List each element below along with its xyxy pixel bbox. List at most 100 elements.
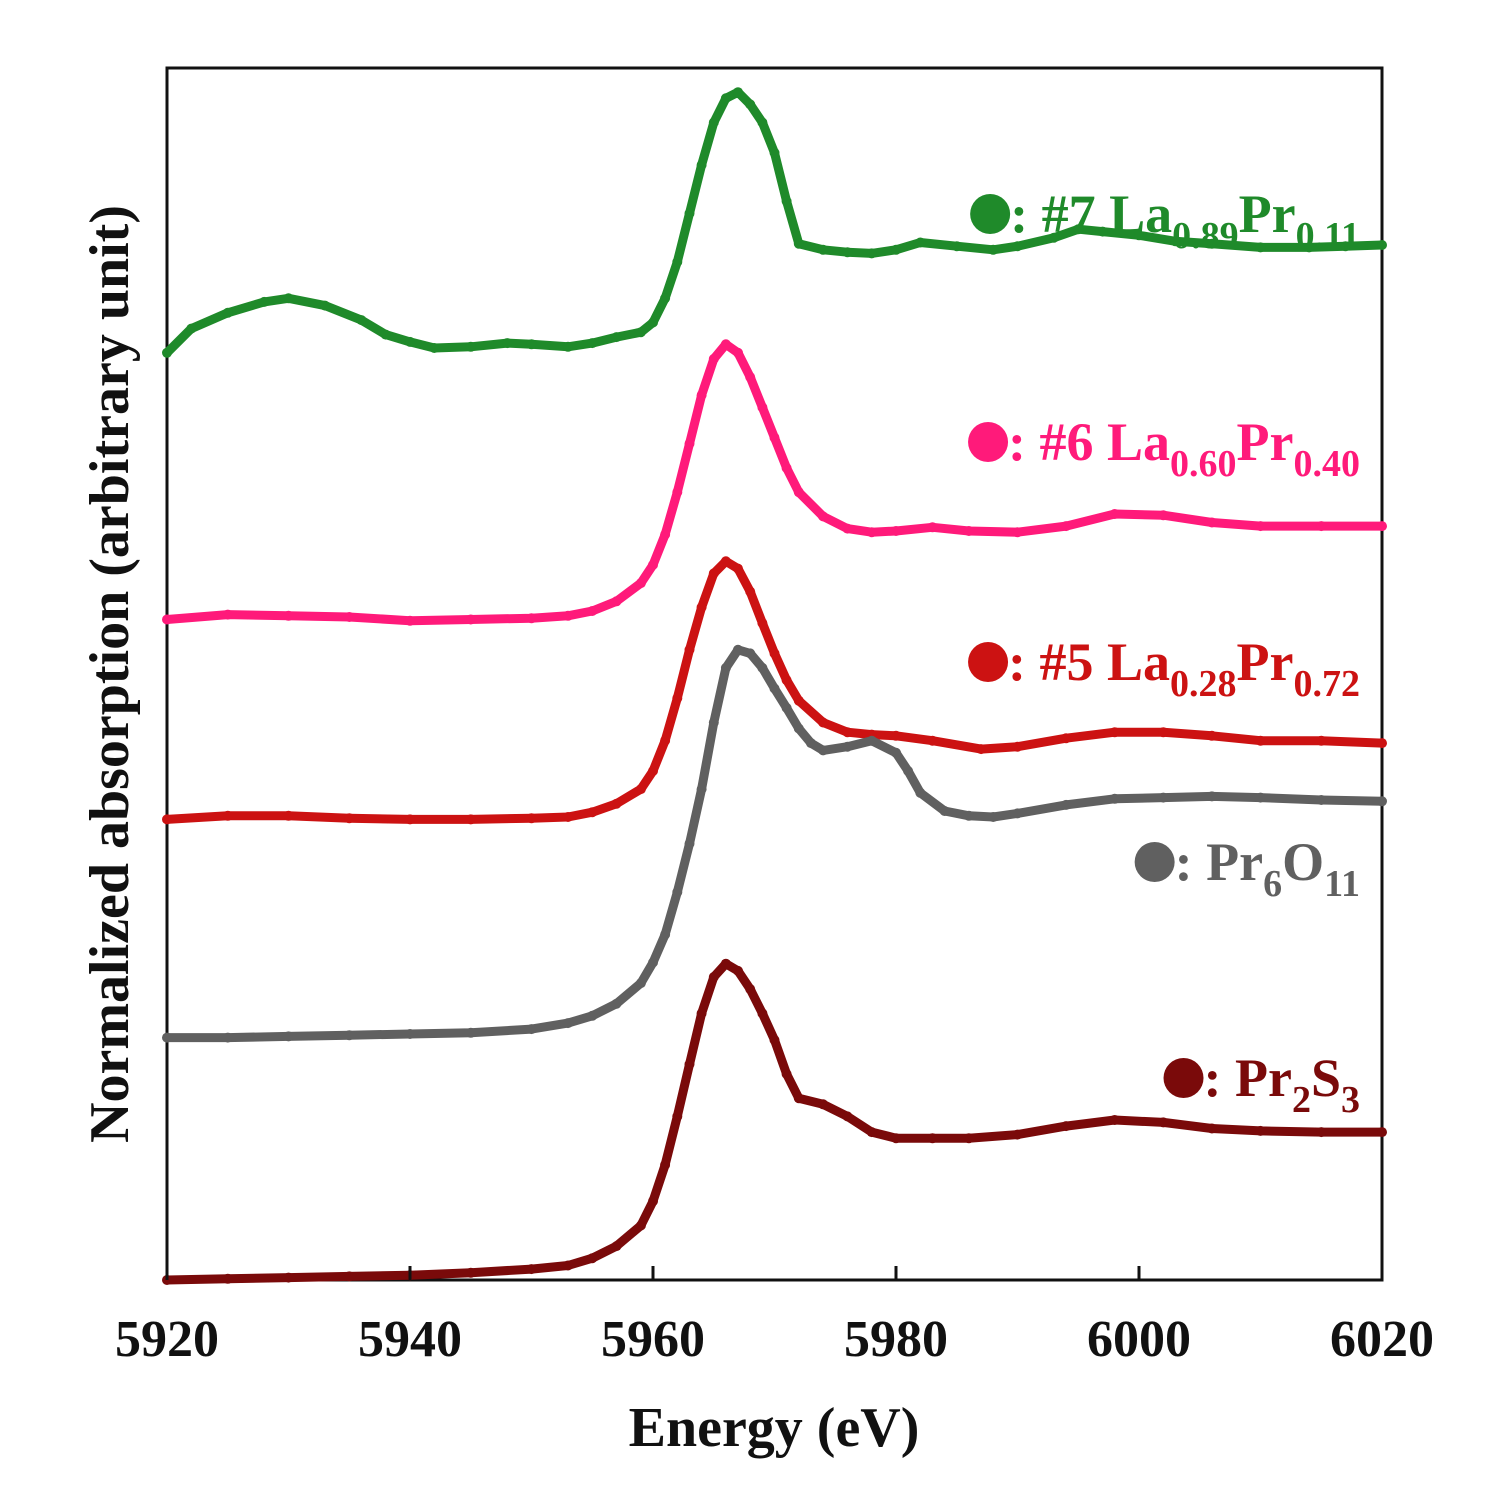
data-point <box>891 526 901 536</box>
data-point <box>891 730 901 741</box>
data-point <box>465 814 476 825</box>
data-point <box>720 339 731 350</box>
data-point <box>380 329 391 340</box>
data-point <box>1255 242 1266 253</box>
data-point <box>635 1220 646 1231</box>
data-point <box>162 814 172 825</box>
data-point <box>1073 224 1084 235</box>
data-point <box>915 237 926 248</box>
legend-subscript: 0.11 <box>1296 215 1360 257</box>
x-axis-title: Energy (eV) <box>629 1397 920 1459</box>
data-point <box>891 747 901 758</box>
data-point <box>745 372 756 383</box>
data-point <box>1377 738 1387 749</box>
data-point <box>283 1272 294 1283</box>
data-point <box>587 338 598 349</box>
x-tick-label: 5920 <box>115 1311 219 1368</box>
data-point <box>1012 241 1023 252</box>
data-point <box>866 1127 877 1138</box>
series-5 <box>162 958 1387 1285</box>
data-point <box>635 578 646 589</box>
data-point <box>635 327 646 338</box>
series-1 <box>162 87 1387 358</box>
data-point <box>344 612 355 622</box>
legend-subscript: 3 <box>1341 1079 1360 1121</box>
data-point <box>1377 796 1387 807</box>
legend-text-part: : Pr <box>1204 1048 1292 1108</box>
data-point <box>927 735 938 746</box>
data-point <box>162 614 172 625</box>
plot-frame <box>165 66 1384 1282</box>
data-point <box>526 613 537 624</box>
x-tick-label: 5960 <box>601 1311 705 1368</box>
data-point <box>866 248 877 259</box>
data-point <box>806 738 816 749</box>
legend-label: : Pr6O11 <box>1175 832 1360 905</box>
data-point <box>344 813 355 824</box>
series-line <box>162 959 1387 1285</box>
data-point <box>648 957 658 968</box>
x-tick-label: 5940 <box>358 1311 462 1368</box>
data-point <box>757 1008 768 1019</box>
data-point <box>842 727 853 738</box>
data-point <box>1316 735 1327 746</box>
data-point <box>635 978 646 989</box>
data-point <box>563 1018 573 1029</box>
data-point <box>842 247 853 258</box>
data-point <box>1061 799 1072 810</box>
data-point <box>1012 527 1023 538</box>
data-point <box>1255 521 1266 532</box>
data-point <box>587 606 598 616</box>
data-point <box>769 147 780 158</box>
data-point <box>818 244 829 255</box>
data-point <box>1061 733 1072 744</box>
data-point <box>891 1133 901 1144</box>
data-point <box>1158 1117 1169 1128</box>
legend-marker <box>968 642 1009 682</box>
data-point <box>696 390 707 401</box>
data-point <box>842 1111 853 1122</box>
data-point <box>1206 791 1217 802</box>
data-point <box>720 93 731 104</box>
legend-subscript: 0.28 <box>1170 663 1237 705</box>
data-point <box>781 196 792 207</box>
data-point <box>684 1059 695 1070</box>
data-point <box>648 1196 658 1207</box>
data-point <box>733 563 743 574</box>
data-point <box>222 1273 233 1284</box>
data-point <box>793 1093 804 1104</box>
data-point <box>842 741 853 752</box>
legend-label: : #6 La0.60Pr0.40 <box>1008 412 1360 485</box>
data-point <box>708 717 719 728</box>
legend-text-part: : #7 La <box>1010 184 1172 244</box>
data-point <box>502 338 513 349</box>
legend-subscript: 0.60 <box>1170 443 1237 485</box>
data-point <box>842 523 853 534</box>
data-point <box>720 958 731 969</box>
data-point <box>648 766 658 776</box>
data-point <box>757 402 768 413</box>
data-point <box>757 117 768 128</box>
data-point <box>781 463 792 473</box>
data-point <box>356 315 367 326</box>
legend-text-part: : #5 La <box>1008 632 1170 692</box>
data-point <box>672 256 683 267</box>
data-point <box>660 735 671 746</box>
data-point <box>222 1032 233 1043</box>
legend-subscript: 0.40 <box>1294 443 1361 485</box>
data-point <box>1061 521 1072 532</box>
legend-label: : #5 La0.28Pr0.72 <box>1008 632 1360 705</box>
x-tick-label: 6020 <box>1330 1311 1434 1368</box>
legend-text-part: : #6 La <box>1008 412 1170 472</box>
x-tick-label: 5980 <box>844 1311 948 1368</box>
data-point <box>793 695 804 706</box>
data-point <box>793 487 804 498</box>
data-point <box>635 784 646 795</box>
data-point <box>988 244 999 255</box>
data-point <box>1097 226 1108 237</box>
data-point <box>1109 727 1120 738</box>
y-axis-title: Normalized absorption (arbitrary unit) <box>79 205 141 1143</box>
data-point <box>222 307 233 318</box>
data-point <box>1377 1127 1387 1138</box>
data-point <box>1061 1121 1072 1132</box>
